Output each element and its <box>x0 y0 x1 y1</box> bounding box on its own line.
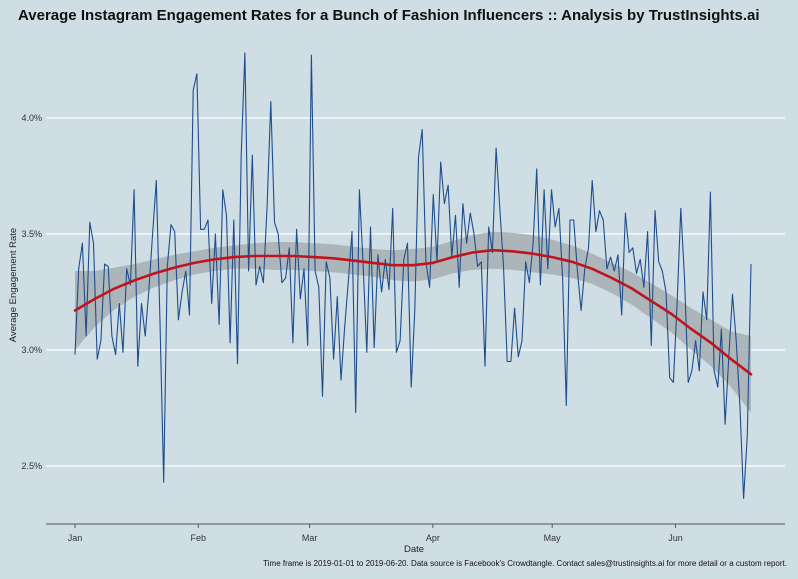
y-tick-label: 2.5% <box>21 461 42 471</box>
x-tick-label: Jun <box>668 533 683 543</box>
trend-line <box>73 248 753 376</box>
chart-caption: Time frame is 2019-01-01 to 2019-06-20. … <box>263 559 787 568</box>
x-tick-label: Apr <box>426 533 440 543</box>
y-tick-label: 3.5% <box>21 229 42 239</box>
x-tick-label: Jan <box>68 533 83 543</box>
engagement-line <box>74 52 752 500</box>
x-axis-ticks: Jan Feb Mar Apr May Jun <box>68 524 683 543</box>
series-layer <box>74 52 752 500</box>
y-tick-label: 3.0% <box>21 345 42 355</box>
x-axis-title: Date <box>404 544 424 555</box>
confidence-band-area <box>75 231 751 413</box>
y-axis-title: Average Engagement Rate <box>8 228 19 342</box>
chart-title: Average Instagram Engagement Rates for a… <box>18 7 760 24</box>
y-axis-ticks: 2.5% 3.0% 3.5% 4.0% <box>21 113 42 471</box>
x-tick-label: Feb <box>191 533 207 543</box>
confidence-band <box>75 231 751 413</box>
y-tick-label: 4.0% <box>21 113 42 123</box>
gridlines <box>46 117 785 467</box>
trend-layer <box>73 248 753 376</box>
x-tick-label: Mar <box>302 533 318 543</box>
x-tick-label: May <box>544 533 562 543</box>
